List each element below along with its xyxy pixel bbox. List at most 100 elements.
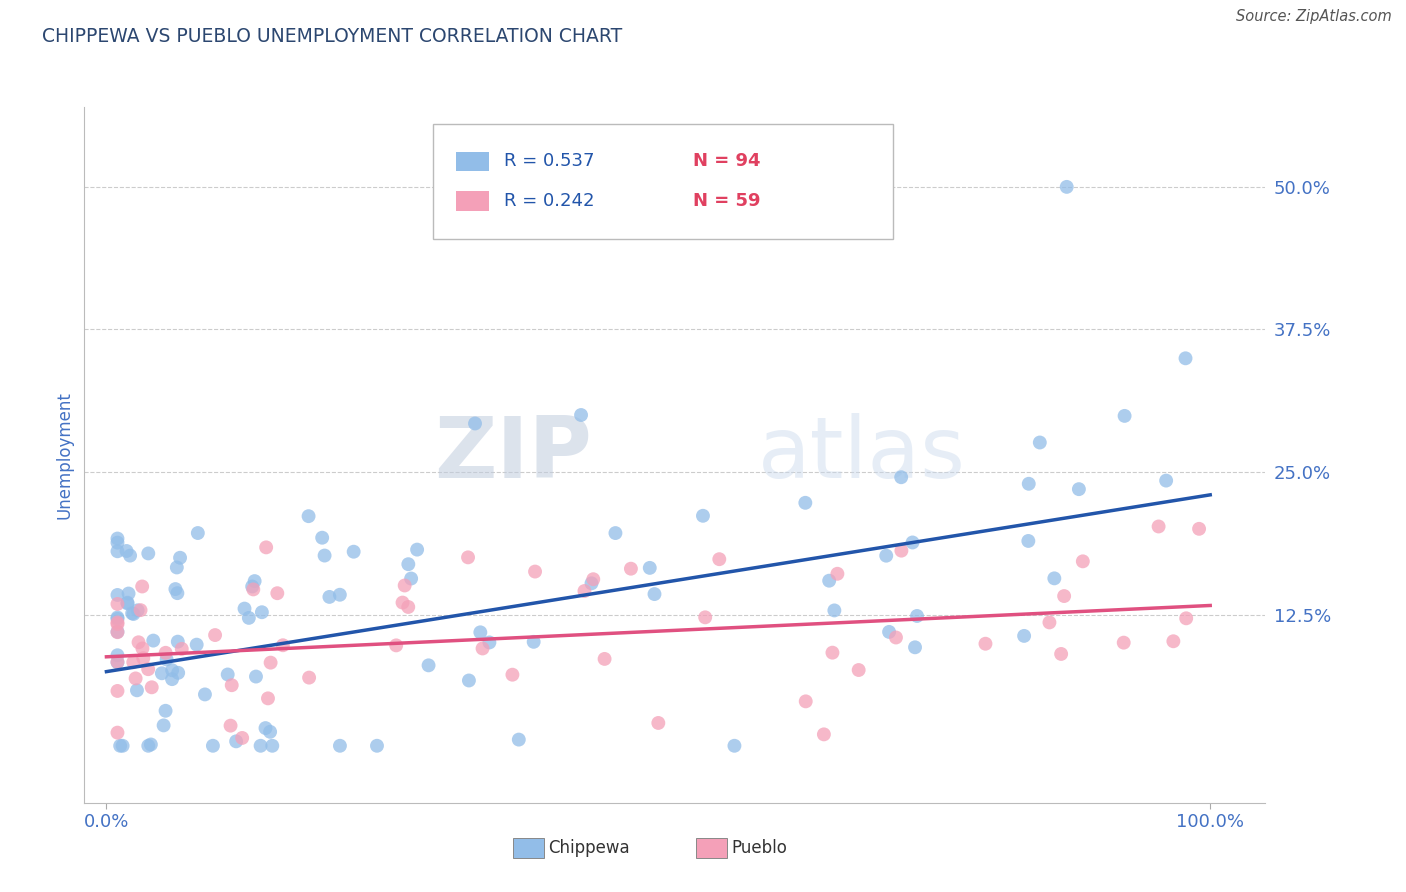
Text: N = 59: N = 59: [693, 192, 761, 210]
Point: [297, 509, 319, 524]
Point: [406, 542, 429, 557]
Point: [974, 637, 997, 651]
Point: [124, 672, 146, 686]
Text: ZIP: ZIP: [434, 413, 592, 497]
Point: [111, 739, 134, 753]
Text: R = 0.242: R = 0.242: [503, 192, 595, 210]
Point: [569, 408, 592, 422]
Point: [115, 544, 138, 558]
Point: [136, 546, 159, 560]
Point: [523, 635, 546, 649]
Point: [875, 549, 897, 563]
Text: Pueblo: Pueblo: [731, 839, 787, 857]
Point: [167, 665, 190, 680]
Point: [1154, 474, 1177, 488]
Point: [136, 739, 159, 753]
Text: Chippewa: Chippewa: [548, 839, 630, 857]
Point: [233, 601, 256, 615]
Point: [166, 634, 188, 648]
Point: [848, 663, 870, 677]
Point: [271, 638, 294, 652]
Point: [107, 610, 129, 624]
Point: [524, 565, 547, 579]
FancyBboxPatch shape: [433, 124, 893, 239]
Point: [1029, 435, 1052, 450]
Point: [225, 734, 247, 748]
Point: [136, 662, 159, 676]
Point: [394, 578, 416, 592]
Point: [131, 641, 153, 656]
Point: [574, 584, 596, 599]
Point: [131, 579, 153, 593]
Point: [1174, 351, 1197, 366]
Point: [1175, 611, 1198, 625]
Point: [901, 535, 924, 549]
Point: [243, 574, 266, 588]
Point: [245, 669, 267, 683]
Point: [396, 599, 419, 614]
Point: [166, 560, 188, 574]
Point: [221, 678, 243, 692]
Point: [169, 550, 191, 565]
Point: [142, 633, 165, 648]
Point: [1163, 634, 1185, 648]
Point: [593, 652, 616, 666]
Point: [385, 639, 408, 653]
Point: [141, 681, 163, 695]
Point: [117, 586, 139, 600]
Point: [638, 561, 661, 575]
Point: [160, 672, 183, 686]
Point: [139, 738, 162, 752]
Point: [257, 691, 280, 706]
Point: [396, 558, 419, 572]
Point: [471, 641, 494, 656]
Point: [318, 590, 340, 604]
Point: [643, 587, 665, 601]
Point: [117, 596, 139, 610]
Point: [709, 552, 731, 566]
Point: [343, 545, 366, 559]
Point: [107, 648, 129, 663]
Point: [692, 508, 714, 523]
Point: [170, 641, 193, 656]
Point: [458, 673, 481, 688]
Point: [695, 610, 717, 624]
Point: [107, 615, 129, 630]
Point: [464, 417, 486, 431]
Point: [117, 596, 139, 610]
Point: [122, 607, 145, 621]
Point: [266, 586, 288, 600]
Point: [823, 603, 845, 617]
Point: [582, 572, 605, 586]
Point: [262, 739, 284, 753]
Point: [821, 646, 844, 660]
Point: [201, 739, 224, 753]
Point: [905, 609, 928, 624]
Point: [1188, 522, 1211, 536]
Point: [107, 588, 129, 602]
Point: [818, 574, 841, 588]
Point: [120, 549, 142, 563]
Point: [647, 715, 669, 730]
Point: [581, 576, 603, 591]
Point: [794, 496, 817, 510]
Point: [298, 671, 321, 685]
Point: [391, 596, 413, 610]
Point: [884, 631, 907, 645]
Text: N = 94: N = 94: [693, 153, 761, 170]
Point: [399, 572, 422, 586]
Point: [152, 718, 174, 732]
Point: [1053, 589, 1076, 603]
Bar: [457, 152, 489, 171]
Point: [311, 531, 333, 545]
Point: [217, 667, 239, 681]
Point: [240, 579, 263, 593]
Point: [107, 612, 129, 626]
Point: [107, 625, 129, 640]
Point: [160, 663, 183, 677]
Point: [155, 704, 177, 718]
Point: [107, 597, 129, 611]
Point: [605, 526, 627, 541]
Point: [827, 566, 849, 581]
Point: [121, 607, 143, 621]
